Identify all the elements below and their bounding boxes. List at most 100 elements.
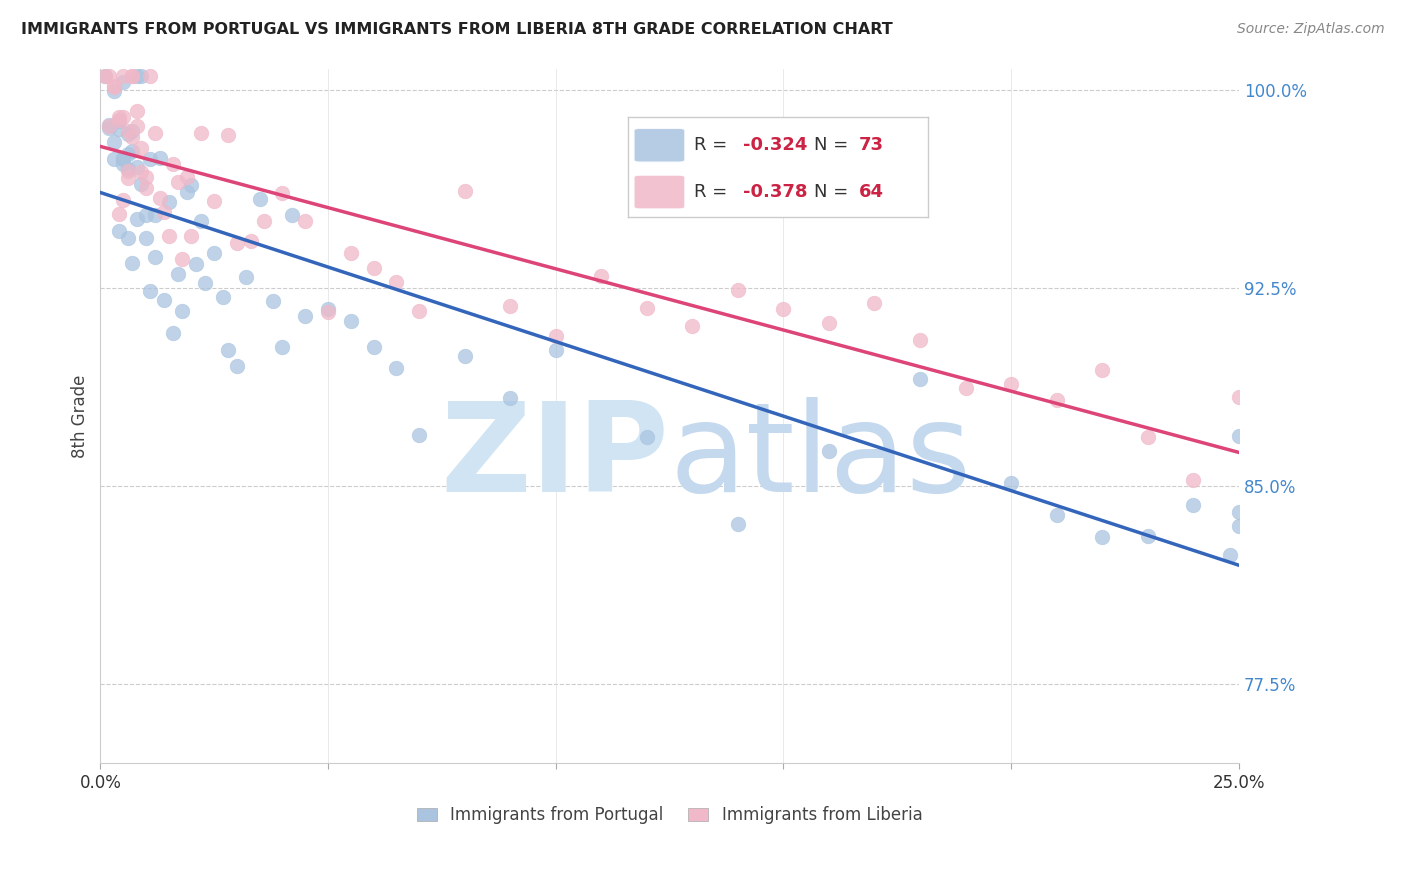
Text: ZIP: ZIP (441, 397, 669, 518)
Point (1227, 390, 1250, 404)
Point (202, 194, 225, 208)
Point (131, 165, 153, 179)
Point (117, 163, 139, 178)
Point (121, 255, 143, 269)
Point (772, 302, 794, 317)
Point (176, 185, 198, 199)
Point (591, 268, 613, 283)
Point (148, 151, 170, 165)
Point (190, 214, 212, 228)
Point (117, 147, 139, 161)
Point (194, 276, 217, 290)
Point (157, 229, 180, 244)
Point (249, 193, 271, 207)
Point (103, 79, 125, 94)
Point (408, 428, 430, 442)
Point (107, 112, 129, 127)
Point (125, 211, 148, 226)
Point (184, 257, 207, 271)
Point (544, 329, 567, 343)
Point (180, 178, 202, 193)
Point (499, 299, 522, 313)
Point (112, 152, 135, 166)
Text: IMMIGRANTS FROM PORTUGAL VS IMMIGRANTS FROM LIBERIA 8TH GRADE CORRELATION CHART: IMMIGRANTS FROM PORTUGAL VS IMMIGRANTS F… (21, 22, 893, 37)
Point (103, 152, 125, 166)
Point (162, 157, 184, 171)
Point (636, 301, 658, 315)
Point (294, 309, 316, 323)
Point (363, 261, 385, 276)
Text: -0.324: -0.324 (744, 136, 807, 154)
Point (316, 302, 339, 317)
Point (271, 186, 294, 200)
Point (818, 316, 841, 330)
Point (294, 214, 316, 228)
Point (125, 70, 148, 84)
Point (131, 141, 153, 155)
Point (162, 326, 184, 340)
Point (135, 231, 157, 245)
Y-axis label: 8th Grade: 8th Grade (72, 374, 89, 458)
Point (1136, 529, 1159, 543)
Point (148, 191, 170, 205)
Point (818, 444, 841, 458)
Point (107, 113, 129, 128)
Point (98, 70, 121, 84)
Point (172, 252, 194, 266)
Point (217, 128, 239, 142)
Point (863, 295, 886, 310)
Point (94, 70, 117, 84)
Point (166, 268, 188, 282)
Point (117, 231, 139, 245)
Point (107, 122, 129, 136)
Point (453, 185, 475, 199)
Point (271, 340, 294, 354)
Point (453, 349, 475, 363)
Point (172, 303, 194, 318)
Point (385, 275, 408, 289)
Text: 64: 64 (859, 183, 884, 201)
Point (112, 70, 135, 84)
Point (107, 224, 129, 238)
Point (166, 175, 188, 189)
Text: atlas: atlas (669, 397, 972, 518)
Point (190, 126, 212, 140)
Text: R =: R = (695, 183, 733, 201)
Point (727, 516, 749, 531)
Point (499, 391, 522, 405)
Point (143, 208, 166, 222)
Point (121, 70, 143, 84)
Text: N =: N = (814, 136, 853, 154)
Point (340, 313, 363, 327)
Point (681, 318, 703, 333)
Point (408, 303, 430, 318)
Point (316, 305, 339, 319)
Point (636, 430, 658, 444)
Point (107, 207, 129, 221)
Point (239, 234, 262, 248)
Text: -0.378: -0.378 (744, 183, 808, 201)
Point (117, 161, 139, 176)
Point (112, 193, 135, 207)
Point (180, 228, 202, 243)
Point (176, 170, 198, 185)
Point (280, 208, 302, 222)
Point (1182, 499, 1205, 513)
Point (121, 144, 143, 158)
Point (153, 293, 176, 308)
Point (131, 70, 153, 84)
Point (135, 208, 157, 222)
Point (727, 283, 749, 297)
Point (117, 123, 139, 137)
FancyBboxPatch shape (634, 128, 685, 162)
Point (121, 130, 143, 145)
Point (908, 333, 931, 347)
Text: 73: 73 (859, 136, 884, 154)
Point (1227, 518, 1250, 533)
Point (262, 294, 284, 309)
Point (112, 157, 135, 171)
Point (121, 124, 143, 138)
Point (1000, 377, 1022, 392)
Point (1227, 429, 1250, 443)
Point (202, 245, 225, 260)
